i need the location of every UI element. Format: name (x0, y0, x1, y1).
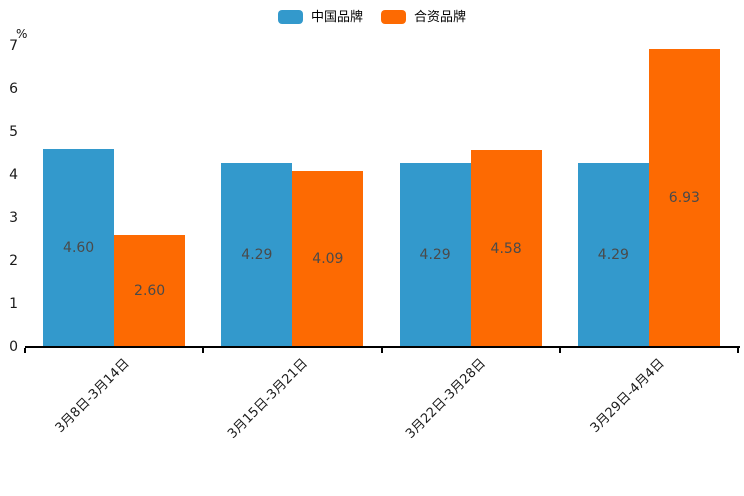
y-axis-unit-label: % (16, 27, 28, 41)
bar (648, 49, 720, 347)
bar-value-label: 4.09 (312, 251, 344, 268)
x-axis-category-label: 3月22日-3月28日 (403, 356, 490, 442)
x-axis-tick (380, 348, 383, 353)
x-axis-line (25, 346, 740, 348)
bar-value-label: 4.29 (419, 246, 451, 263)
legend: 中国品牌 合资品牌 (0, 7, 744, 27)
x-axis-tick (737, 348, 739, 353)
y-axis-tick-label: 2 (9, 253, 18, 269)
legend-item: 中国品牌 (277, 9, 363, 25)
bar (399, 162, 471, 347)
legend-label: 中国品牌 (310, 9, 363, 25)
bar (43, 149, 115, 347)
bar-value-label: 2.60 (134, 283, 166, 300)
y-axis-tick-label: 6 (9, 81, 18, 97)
legend-swatch-icon (277, 10, 303, 24)
bar-value-label: 4.29 (597, 246, 629, 263)
y-axis-tick-label: 0 (9, 339, 18, 355)
legend-swatch-icon (381, 10, 406, 24)
y-axis-tick-label: 3 (9, 210, 18, 226)
bar (292, 171, 364, 347)
y-axis-tick-label: 5 (9, 124, 18, 140)
legend-label: 合资品牌 (414, 9, 467, 25)
bar (577, 162, 649, 347)
y-axis-tick-label: 7 (9, 38, 18, 54)
x-axis-category-label: 3月15日-3月21日 (225, 356, 311, 442)
bar (114, 235, 186, 347)
legend-item: 合资品牌 (381, 10, 466, 24)
bar-value-label: 4.29 (241, 246, 273, 263)
bar-value-label: 4.60 (63, 240, 95, 257)
bar-value-label: 6.93 (668, 190, 700, 206)
x-axis-category-label: 3月29日-4月4日 (587, 356, 668, 436)
bar-value-label: 4.58 (490, 240, 522, 257)
bar (221, 162, 293, 347)
y-axis-tick-label: 4 (9, 167, 18, 183)
x-axis-tick (24, 348, 26, 353)
x-axis-category-label: 3月8日-3月14日 (52, 356, 133, 436)
bar (470, 150, 542, 347)
x-axis-tick (558, 348, 561, 353)
y-axis-tick-label: 1 (9, 296, 18, 312)
x-axis-tick (202, 348, 205, 353)
